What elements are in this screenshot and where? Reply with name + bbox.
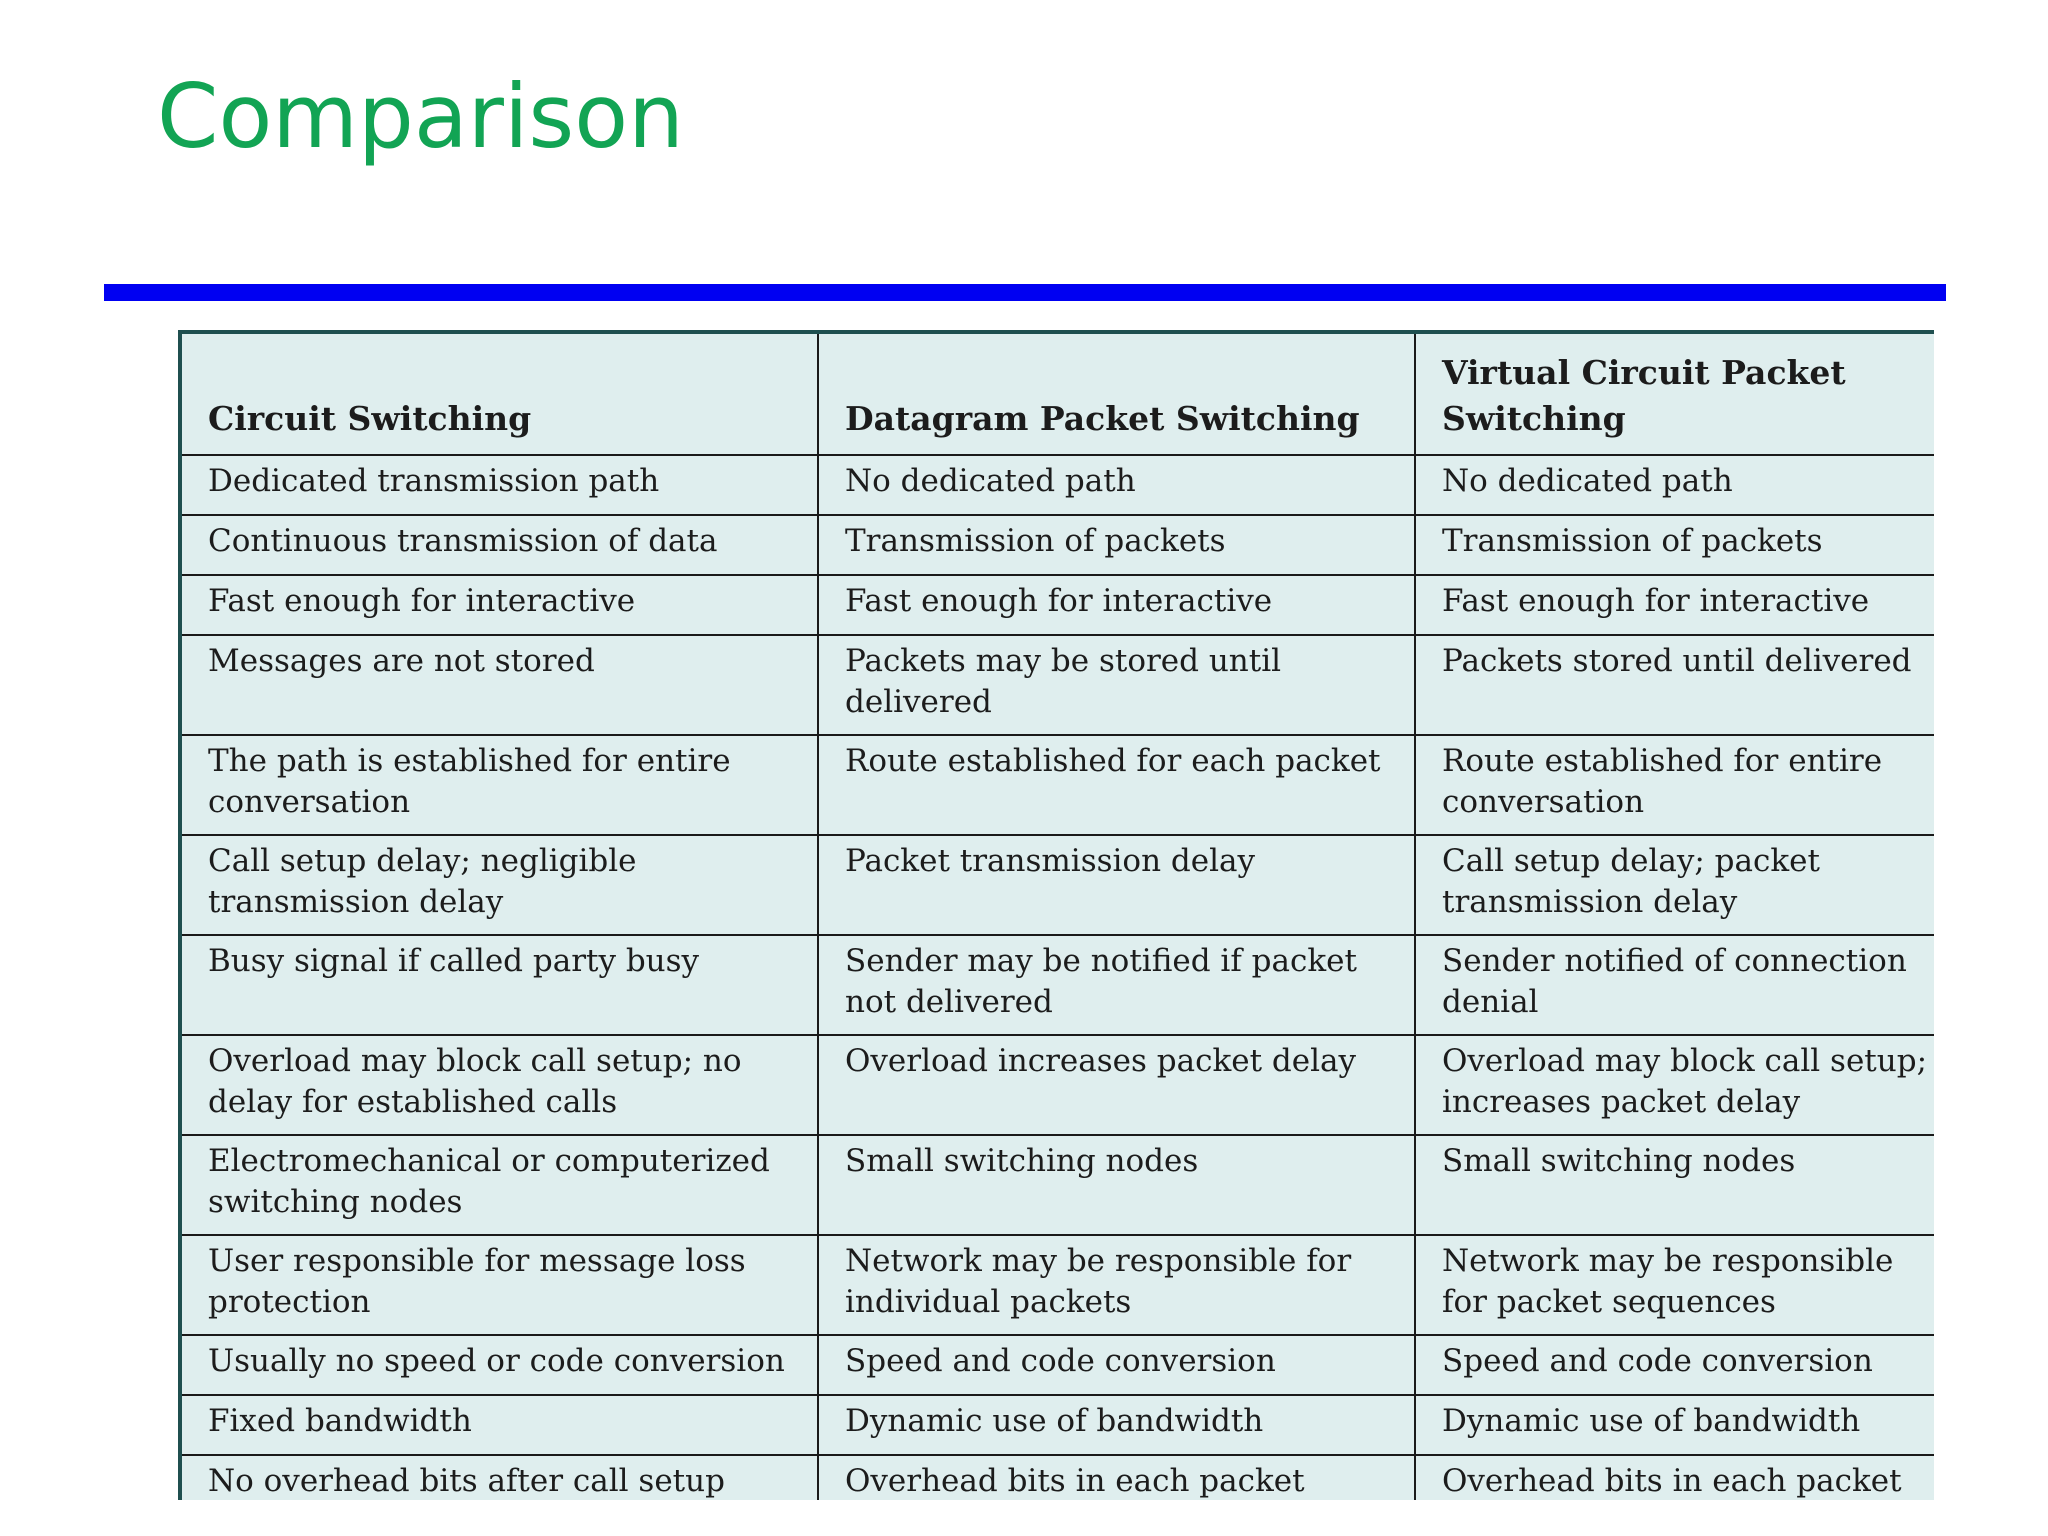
table-cell: Electromechanical or computerized switch…	[178, 1134, 819, 1236]
table-cell: Small switching nodes	[1414, 1134, 1934, 1236]
table-cell: Overload may block call setup; increases…	[1414, 1034, 1934, 1136]
title-divider	[104, 284, 1946, 301]
table-row: Continuous transmission of data Transmis…	[178, 514, 1934, 576]
table-cell: Dynamic use of bandwidth	[1414, 1394, 1934, 1456]
table-cell: User responsible for message loss protec…	[178, 1234, 819, 1336]
table-cell: Network may be responsible for individua…	[817, 1234, 1416, 1336]
table-cell: Network may be responsible for packet se…	[1414, 1234, 1934, 1336]
table-cell: Fixed bandwidth	[178, 1394, 819, 1456]
table-cell: Speed and code conversion	[1414, 1334, 1934, 1396]
table-cell: Packet transmission delay	[817, 834, 1416, 936]
table-row: Dedicated transmission path No dedicated…	[178, 454, 1934, 516]
table-cell: Busy signal if called party busy	[178, 934, 819, 1036]
table-cell: Route established for entire conversatio…	[1414, 734, 1934, 836]
header-datagram-packet-switching: Datagram Packet Switching	[817, 330, 1416, 456]
table-row: Messages are not stored Packets may be s…	[178, 634, 1934, 736]
table-header-row: Circuit Switching Datagram Packet Switch…	[178, 330, 1934, 456]
table-cell: Messages are not stored	[178, 634, 819, 736]
table-cell: Small switching nodes	[817, 1134, 1416, 1236]
table-cell: Route established for each packet	[817, 734, 1416, 836]
table-cell: Sender may be notified if packet not del…	[817, 934, 1416, 1036]
table-row: Busy signal if called party busy Sender …	[178, 934, 1934, 1036]
comparison-table-container: Circuit Switching Datagram Packet Switch…	[178, 330, 1934, 1500]
table-cell: Overhead bits in each packet	[817, 1454, 1416, 1500]
table-cell: Usually no speed or code conversion	[178, 1334, 819, 1396]
table-cell: Packets may be stored until delivered	[817, 634, 1416, 736]
table-cell: Fast enough for interactive	[1414, 574, 1934, 636]
table-cell: Speed and code conversion	[817, 1334, 1416, 1396]
table-cell: Packets stored until delivered	[1414, 634, 1934, 736]
table-cell: Fast enough for interactive	[817, 574, 1416, 636]
table-row: User responsible for message loss protec…	[178, 1234, 1934, 1336]
table-cell: Call setup delay; packet transmission de…	[1414, 834, 1934, 936]
table-cell: Call setup delay; negligible transmissio…	[178, 834, 819, 936]
comparison-table: Circuit Switching Datagram Packet Switch…	[178, 330, 1934, 1500]
table-row: Fast enough for interactive Fast enough …	[178, 574, 1934, 636]
table-row: No overhead bits after call setup Overhe…	[178, 1454, 1934, 1500]
table-row: Electromechanical or computerized switch…	[178, 1134, 1934, 1236]
table-cell: No overhead bits after call setup	[178, 1454, 819, 1500]
table-cell: The path is established for entire conve…	[178, 734, 819, 836]
table-row: The path is established for entire conve…	[178, 734, 1934, 836]
table-cell: No dedicated path	[817, 454, 1416, 516]
table-cell: Dedicated transmission path	[178, 454, 819, 516]
table-row: Usually no speed or code conversion Spee…	[178, 1334, 1934, 1396]
header-circuit-switching: Circuit Switching	[178, 330, 819, 456]
table-cell: No dedicated path	[1414, 454, 1934, 516]
table-row: Overload may block call setup; no delay …	[178, 1034, 1934, 1136]
table-cell: Dynamic use of bandwidth	[817, 1394, 1416, 1456]
table-cell: Transmission of packets	[1414, 514, 1934, 576]
table-cell: Overload may block call setup; no delay …	[178, 1034, 819, 1136]
table-cell: Transmission of packets	[817, 514, 1416, 576]
table-cell: Sender notified of connection denial	[1414, 934, 1934, 1036]
table-cell: Overhead bits in each packet	[1414, 1454, 1934, 1500]
table-cell: Fast enough for interactive	[178, 574, 819, 636]
header-virtual-circuit-packet-switching: Virtual Circuit Packet Switching	[1414, 330, 1934, 456]
slide-title: Comparison	[157, 65, 684, 168]
table-cell: Continuous transmission of data	[178, 514, 819, 576]
table-row: Fixed bandwidth Dynamic use of bandwidth…	[178, 1394, 1934, 1456]
table-row: Call setup delay; negligible transmissio…	[178, 834, 1934, 936]
table-cell: Overload increases packet delay	[817, 1034, 1416, 1136]
